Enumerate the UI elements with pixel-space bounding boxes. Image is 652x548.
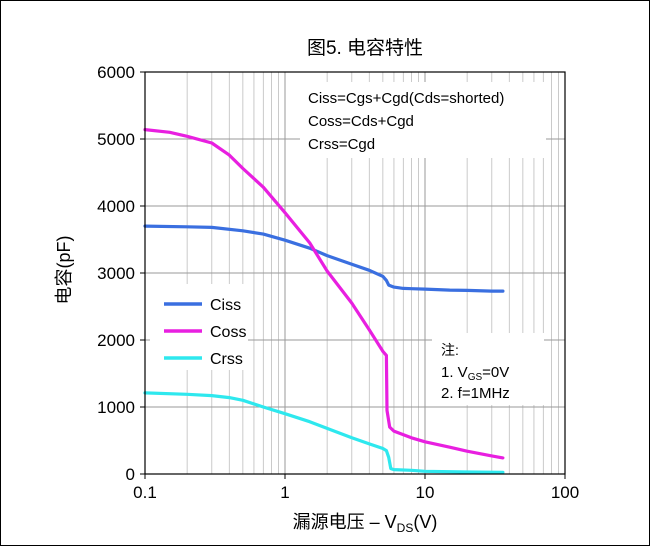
formula-coss: Coss=Cds+Cgd (308, 113, 414, 130)
legend-label-coss: Coss (210, 324, 246, 341)
series-line-crss (143, 391, 505, 474)
y-tick-label: 2000 (97, 331, 135, 350)
note-line-1-prefix: 1. V (441, 364, 468, 381)
note-line-1: 1. VGS=0V (441, 364, 509, 383)
x-tick-label: 1 (280, 483, 289, 502)
x-axis-label-unit: (V) (413, 512, 437, 532)
x-tick-label: 10 (416, 483, 435, 502)
series-layer (143, 128, 505, 474)
note-line-1-suffix: =0V (482, 364, 509, 381)
y-tick-label: 5000 (97, 130, 135, 149)
x-axis-label: 漏源电压 – VDS(V) (293, 512, 438, 535)
x-axis-label-sub: DS (397, 521, 414, 535)
formula-ciss: Ciss=Cgs+Cgd(Cds=shorted) (308, 90, 504, 107)
legend-label-ciss: Ciss (210, 297, 241, 314)
y-tick-label: 6000 (97, 63, 135, 82)
y-tick-label: 0 (126, 465, 135, 484)
legend-label-crss: Crss (210, 351, 243, 368)
note-heading: 注: (441, 342, 459, 358)
y-tick-label: 3000 (97, 264, 135, 283)
note-line-2: 2. f=1MHz (441, 385, 510, 402)
x-tick-label: 100 (551, 483, 579, 502)
note-line-1-sub: GS (468, 372, 483, 383)
x-tick-label: 0.1 (133, 483, 157, 502)
note-box: 注: 1. VGS=0V 2. f=1MHz (432, 333, 544, 405)
y-tick-label: 4000 (97, 197, 135, 216)
x-axis-label-main: 漏源电压 – V (293, 512, 397, 532)
axis-ticks: 0 1000 2000 3000 4000 5000 6000 0.1 1 10 100 (97, 63, 579, 502)
formula-box: Ciss=Cgs+Cgd(Cds=shorted) Coss=Cds+Cgd C… (300, 82, 546, 158)
y-tick-label: 1000 (97, 398, 135, 417)
y-axis-label: 电容(pF) (54, 236, 74, 305)
formula-crss: Crss=Cgd (308, 136, 375, 153)
series-line-ciss (143, 224, 505, 293)
chart-title: 图5. 电容特性 (307, 37, 423, 59)
legend: Ciss Coss Crss (150, 284, 248, 370)
series-line-coss (143, 128, 505, 460)
